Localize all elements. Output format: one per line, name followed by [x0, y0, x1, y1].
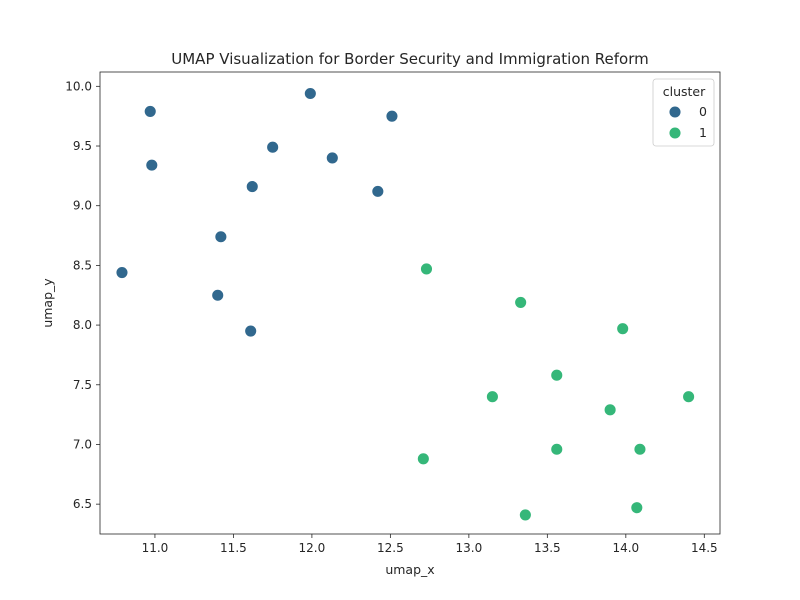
- y-tick-label: 7.5: [73, 378, 92, 392]
- cluster-1-point: [682, 390, 696, 404]
- legend-title: cluster: [663, 84, 706, 99]
- legend-marker: [668, 126, 682, 140]
- cluster-0-point: [303, 87, 317, 100]
- cluster-1-point: [633, 442, 647, 456]
- cluster-1-point: [603, 403, 617, 417]
- plot-area: [99, 71, 721, 535]
- legend-label: 1: [699, 125, 707, 140]
- x-tick-label: 14.5: [691, 541, 718, 555]
- cluster-0-point: [245, 180, 259, 194]
- y-tick-label: 8.5: [73, 258, 92, 272]
- cluster-0-point: [385, 109, 399, 123]
- y-axis-ticks: 6.5 7.0 7.5 8.0 8.5 9.0 9.5 10.0: [65, 79, 100, 511]
- x-tick-label: 11.0: [142, 541, 169, 555]
- legend-marker: [668, 105, 682, 119]
- legend-frame: [652, 78, 715, 147]
- x-tick-label: 13.5: [534, 541, 561, 555]
- cluster-1-point: [616, 322, 630, 336]
- legend-entries: 01: [668, 104, 707, 140]
- x-tick-label: 12.5: [377, 541, 404, 555]
- x-tick-label: 11.5: [220, 541, 247, 555]
- y-tick-label: 6.5: [73, 497, 92, 511]
- cluster-1-point: [416, 452, 430, 466]
- legend: cluster 01: [652, 78, 715, 147]
- cluster-0-point: [145, 158, 159, 172]
- chart-title: UMAP Visualization for Border Security a…: [171, 50, 648, 68]
- cluster-1-point: [518, 508, 532, 522]
- cluster-1-point: [420, 262, 433, 276]
- x-tick-label: 14.0: [612, 541, 639, 555]
- y-axis-label: umap_y: [40, 278, 55, 328]
- x-axis-label: umap_x: [385, 562, 434, 577]
- y-tick-label: 9.5: [73, 139, 92, 153]
- y-tick-label: 8.0: [73, 318, 92, 332]
- cluster-1-point: [485, 390, 499, 404]
- x-tick-label: 13.0: [456, 541, 483, 555]
- cluster-1-point: [550, 442, 564, 456]
- cluster-1-point: [550, 368, 564, 382]
- cluster-0-point: [143, 104, 157, 118]
- x-axis-ticks: 11.0 11.5 12.0 12.5 13.0 13.5 14.0 14.5: [142, 534, 718, 555]
- y-tick-label: 9.0: [73, 199, 92, 213]
- cluster-1-point: [630, 501, 644, 515]
- y-tick-label: 7.0: [73, 437, 92, 451]
- cluster-0-point: [371, 184, 385, 198]
- y-tick-label: 10.0: [65, 79, 92, 93]
- cluster-0-point: [266, 140, 280, 154]
- cluster-0-point: [325, 151, 339, 165]
- cluster-1-point: [514, 295, 528, 309]
- cluster-0-point: [211, 288, 225, 302]
- cluster-0-point: [115, 266, 129, 280]
- x-tick-label: 12.0: [299, 541, 326, 555]
- legend-label: 0: [699, 104, 707, 119]
- cluster-0-point: [214, 230, 228, 244]
- data-points: [115, 87, 696, 522]
- cluster-0-point: [244, 324, 258, 338]
